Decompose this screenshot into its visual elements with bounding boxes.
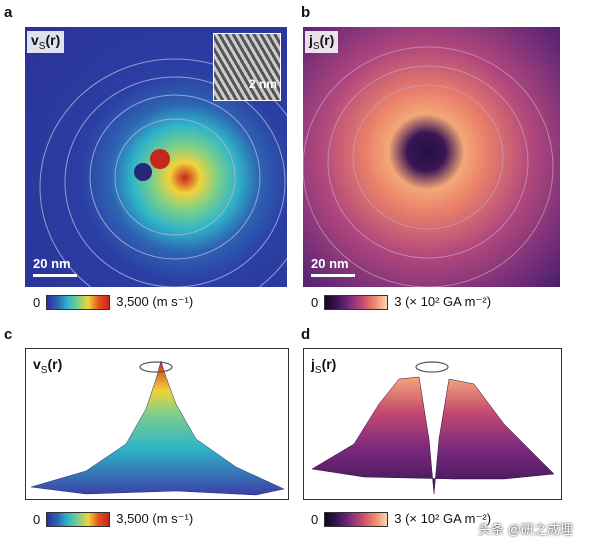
panel-c-quantity-label: vS(r) [29, 355, 66, 377]
velocity-surface [30, 360, 285, 496]
panel-b-colorbar: 0 3 (× 10² GA m⁻²) [311, 294, 491, 310]
quantity-argument: (r) [45, 32, 61, 48]
scale-bar [311, 274, 355, 277]
quantity-subscript: S [40, 364, 48, 376]
colorbar-min: 0 [311, 294, 319, 310]
colorbar-max: 3 (× 10² GA m⁻²) [394, 511, 492, 526]
colorbar-max: 3,500 (m s⁻¹) [116, 511, 194, 526]
contour-lines [39, 58, 287, 287]
watermark: 头条 @研之成理 [478, 522, 573, 537]
magma-colorbar [324, 294, 389, 310]
panel-a-colorbar: 0 3,500 (m s⁻¹) [33, 294, 193, 310]
panel-b-letter: b [301, 4, 311, 21]
current-density-surface [311, 361, 555, 495]
quantity-symbol: v [33, 356, 41, 372]
panel-c-frame: vS(r) [25, 348, 289, 500]
panel-d-letter: d [301, 326, 311, 343]
current-density-map: jS(r) 20 nm [303, 27, 560, 287]
quantity-subscript: S [38, 40, 46, 52]
panel-d-colorbar: 0 3 (× 10² GA m⁻²) [311, 511, 491, 527]
lattice-inset [213, 33, 281, 101]
panel-a-quantity-label: vS(r) [27, 31, 65, 53]
quantity-symbol: v [31, 32, 39, 48]
quantity-symbol: j [311, 356, 315, 372]
panel-c-letter: c [4, 326, 13, 343]
panel-d-frame: jS(r) [303, 348, 562, 500]
quantity-subscript: S [314, 364, 322, 376]
quantity-argument: (r) [321, 356, 337, 372]
panel-a-letter: a [4, 4, 13, 21]
colorbar-max: 3 (× 10² GA m⁻²) [394, 294, 492, 309]
colorbar-max: 3,500 (m s⁻¹) [116, 294, 194, 309]
jet-colorbar [46, 294, 111, 310]
panel-d-quantity-label: jS(r) [307, 355, 340, 377]
quantity-subscript: S [312, 40, 320, 52]
colorbar-min: 0 [33, 294, 41, 310]
quantity-argument: (r) [47, 356, 63, 372]
quantity-symbol: j [309, 32, 313, 48]
velocity-map: 2 nm vS(r) 20 nm [25, 27, 287, 287]
rotation-arrow-icon [139, 361, 173, 373]
scale-bar-label: 20 nm [311, 256, 349, 271]
scale-bar-label: 20 nm [33, 256, 71, 271]
quantity-argument: (r) [319, 32, 335, 48]
inset-scale-label: 2 nm [248, 77, 277, 91]
magma-colorbar [324, 511, 389, 527]
jet-colorbar [46, 511, 111, 527]
panel-b-quantity-label: jS(r) [305, 31, 339, 53]
contour-lines [303, 46, 554, 287]
colorbar-min: 0 [33, 511, 41, 527]
panel-c-colorbar: 0 3,500 (m s⁻¹) [33, 511, 193, 527]
rotation-arrow-icon [415, 361, 449, 373]
scale-bar [33, 274, 77, 277]
colorbar-min: 0 [311, 511, 319, 527]
